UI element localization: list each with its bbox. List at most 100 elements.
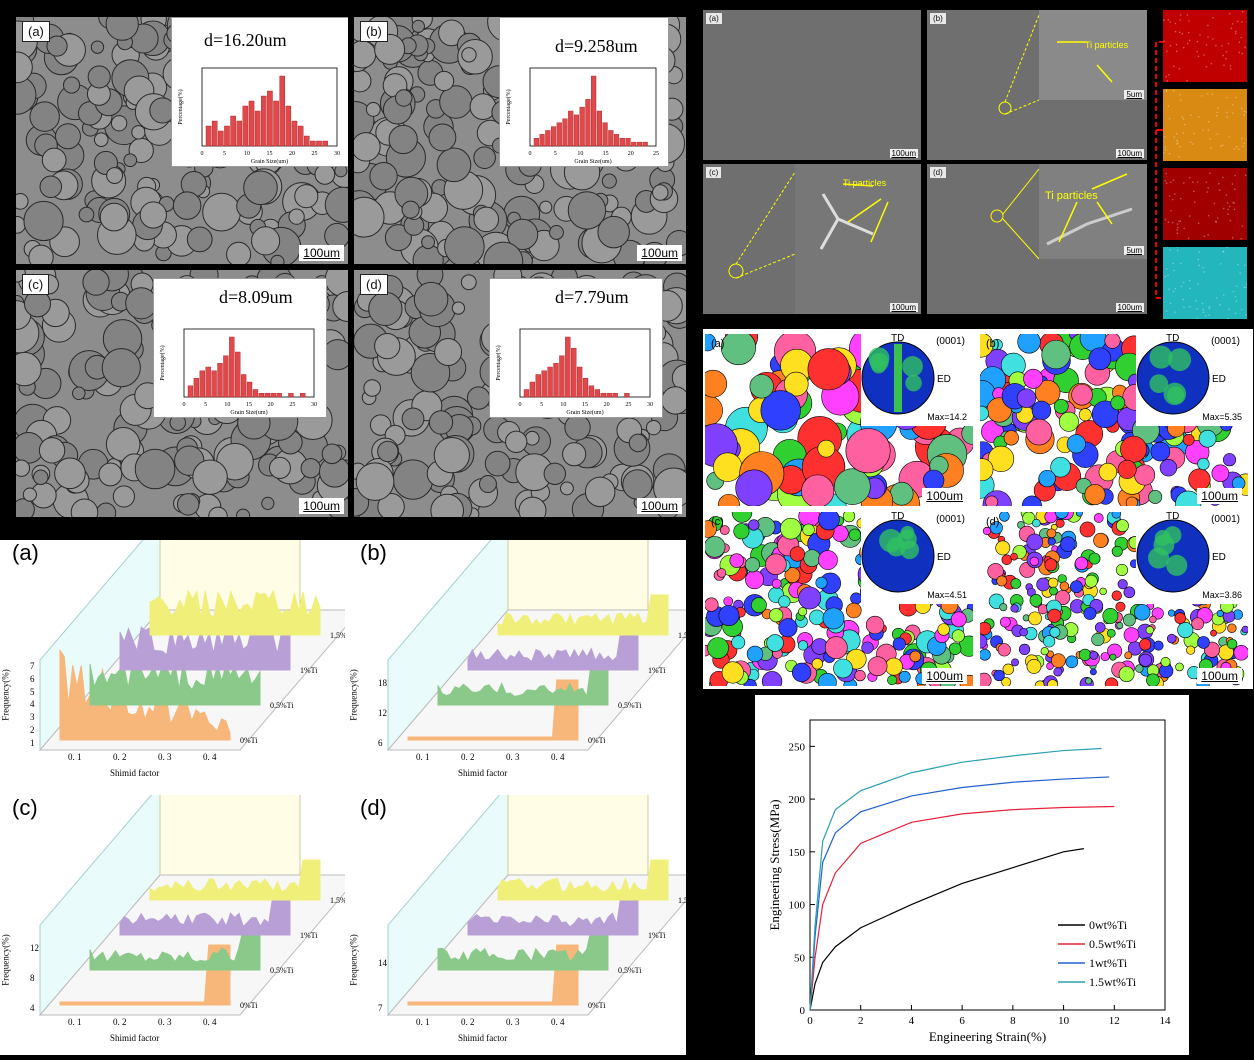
x-axis-label: Engineering Strain(%) — [929, 1029, 1046, 1044]
x-axis-label: Shimid factor — [458, 768, 508, 778]
histogram-bar — [193, 378, 200, 398]
histogram-bar — [224, 125, 230, 147]
histogram-bar — [636, 141, 643, 147]
series-line — [809, 747, 1102, 1011]
legend-entry: 1.5wt%Ti — [1089, 975, 1137, 989]
inset-callout-lines — [990, 164, 1147, 260]
series-label: 0.5%Ti — [618, 701, 642, 710]
tick-label: 25 — [653, 151, 659, 157]
frequency-ribbon — [437, 929, 609, 971]
tick-label: 15 — [603, 151, 609, 157]
frequency-ribbon — [59, 944, 231, 1006]
ti-particles-callout: Ti particles — [843, 178, 887, 188]
x-tick-label: 0. 1 — [68, 752, 82, 762]
series-label: 0%Ti — [588, 736, 606, 745]
tick-label: 30 — [334, 151, 340, 157]
tick-label: 20 — [604, 402, 610, 408]
panel-label: (a) — [22, 21, 50, 42]
tick-label: 10 — [560, 402, 566, 408]
histogram-bar — [270, 393, 276, 398]
histogram-bar — [533, 138, 539, 147]
panel-label: (b) — [986, 338, 1000, 350]
sem-image-d: (d) Ti particles 5um 100um — [927, 164, 1147, 314]
y-axis-label: Percentage(%) — [495, 345, 502, 380]
x-tick-label: 0 — [807, 1015, 813, 1027]
stress-strain-plot: 0 2 4 6 8 10 12 14 0 50 100 150 200 250 Engineering St… — [767, 719, 1171, 1044]
x-tick-label: 0. 3 — [158, 752, 172, 762]
histogram-bar — [300, 393, 306, 398]
x-tick-label: 0. 4 — [203, 752, 217, 762]
grain-size-histogram: 0 5 10 15 20 25 30 Grain Size(um) Percentage(%) … — [171, 17, 348, 167]
y-tick-label: 250 — [789, 741, 806, 753]
frequency-ribbon — [497, 859, 669, 901]
pole-figure-plane-label: (0001) — [1211, 336, 1240, 347]
histogram-bar — [258, 393, 265, 398]
histogram-bar — [205, 366, 211, 398]
series-line — [809, 776, 1110, 1011]
x-tick-label: 2 — [858, 1015, 864, 1027]
panel-label: (d) — [986, 516, 1000, 528]
ebsd-map: (d) TD ED (0001) Max=3.86 100um — [980, 512, 1248, 686]
x-tick-label: 0. 4 — [551, 1017, 565, 1027]
histogram-bar — [297, 125, 304, 147]
sem-image-c: (c) Ti particles 100um — [703, 164, 921, 314]
histogram-bar — [288, 393, 294, 398]
sem-image-b: (b) Ti particles 5um 100um — [927, 10, 1147, 160]
frequency-ribbon — [149, 589, 321, 636]
tick-label: 5 — [554, 151, 557, 157]
histogram-bar — [565, 336, 571, 398]
y-tick-label: 200 — [789, 794, 806, 806]
series-label: 1.5%Ti — [330, 631, 345, 640]
histogram-bar — [187, 385, 194, 398]
scale-bar: 100um — [889, 149, 918, 158]
histogram-bar — [279, 75, 285, 147]
ti-particles-callout: Ti particles — [1085, 40, 1129, 50]
histogram-bar — [322, 140, 328, 147]
histogram-bar — [535, 374, 541, 398]
eds-map — [1163, 246, 1248, 320]
mean-grain-size: d=9.258um — [555, 36, 638, 56]
histogram-bar — [559, 355, 565, 398]
inset-callout-lines — [728, 164, 921, 314]
pole-figure-max-label: Max=4.51 — [927, 590, 967, 600]
x-axis-label: Shimid factor — [110, 768, 160, 778]
grain-size-histogram: 0 5 10 15 20 25 Grain Size(um) Percentage(%) d=… — [499, 17, 669, 167]
histogram-bar — [631, 141, 637, 147]
inset-scale-bar: 5um — [1124, 90, 1144, 99]
tick-label: 10 — [577, 151, 583, 157]
y-tick-label: 8 — [30, 973, 35, 983]
tick-label: 5 — [204, 402, 207, 408]
histogram-bar — [267, 90, 273, 147]
x-tick-label: 8 — [1010, 1015, 1016, 1027]
x-tick-label: 0. 2 — [113, 752, 127, 762]
sem-image-a: (a) 100um — [703, 10, 921, 160]
x-tick-label: 0. 3 — [506, 1017, 520, 1027]
histogram-bar — [571, 348, 577, 398]
series-label: 1%Ti — [300, 666, 318, 675]
y-tick-label: 50 — [794, 952, 806, 964]
tick-label: 20 — [628, 151, 634, 157]
y-tick-label: 12 — [378, 708, 387, 718]
y-axis-label: Engineering Stress(MPa) — [767, 799, 782, 930]
pole-figure-ed-label: ED — [1212, 374, 1226, 385]
x-tick-label: 0. 3 — [158, 1017, 172, 1027]
tick-label: 0 — [201, 151, 204, 157]
histogram-bar — [223, 355, 229, 398]
histogram-bar — [573, 114, 580, 147]
histogram-bar — [211, 120, 218, 147]
panel-label: (c) — [22, 274, 50, 295]
histogram-bar — [594, 389, 601, 398]
scale-bar: 100um — [922, 668, 967, 684]
tick-label: 15 — [267, 151, 273, 157]
schmid-factor-plot: (b) Frequency(%) 6 12 18 0. 1 0. 2 0. 3 0. 4 Shim… — [348, 540, 686, 790]
frequency-ribbon — [407, 679, 579, 741]
tick-label: 25 — [289, 402, 295, 408]
y-axis-label: Percentage(%) — [159, 345, 166, 380]
series-label: 0%Ti — [588, 1001, 606, 1010]
legend-entry: 0.5wt%Ti — [1089, 937, 1137, 951]
y-tick-label: 18 — [378, 678, 387, 688]
series-line — [809, 848, 1084, 1011]
ti-particles-callout: Ti particles — [1045, 190, 1098, 202]
panel-label: (b) — [360, 21, 388, 42]
scale-bar: 100um — [889, 303, 918, 312]
